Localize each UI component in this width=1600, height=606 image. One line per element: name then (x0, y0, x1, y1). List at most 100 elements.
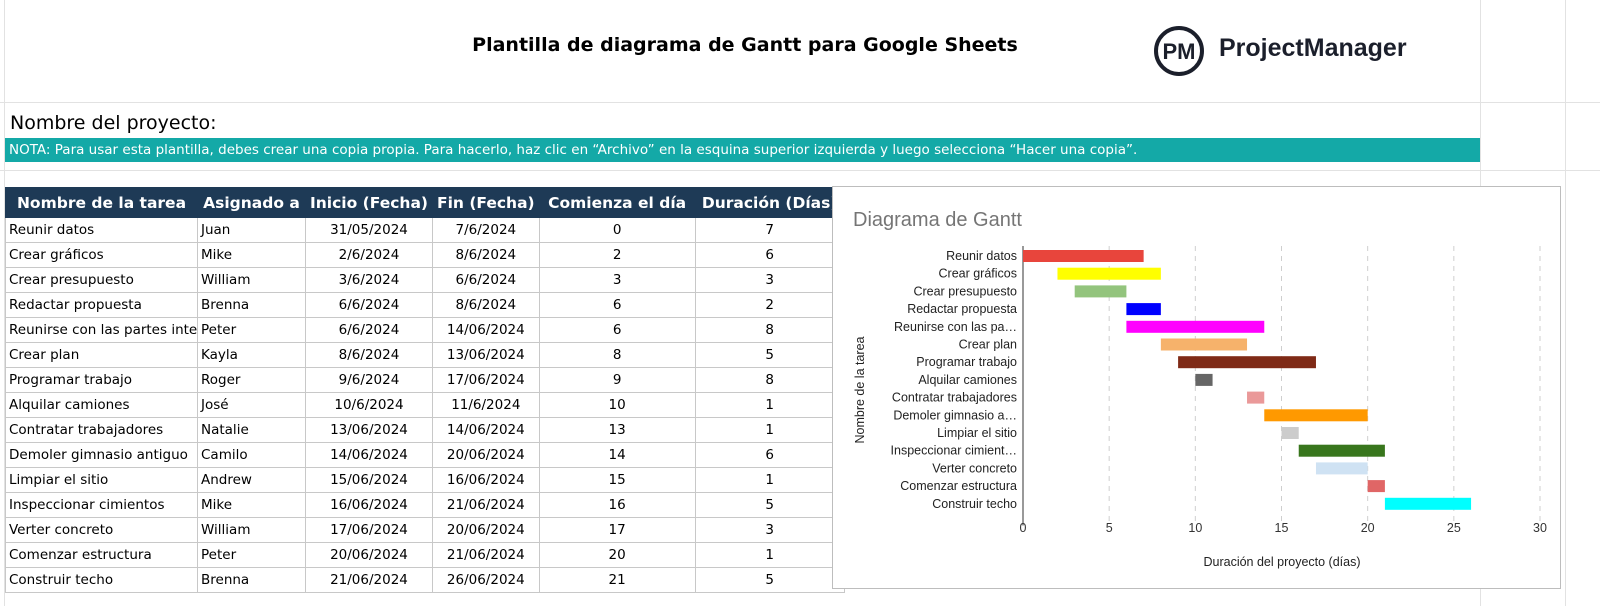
table-cell: 8 (538, 342, 696, 368)
table-cell: 7 (694, 217, 845, 243)
gantt-bar (1057, 267, 1161, 280)
table-cell: 0 (538, 217, 696, 243)
table-row: Programar trabajo Roger 9/6/2024 17/06/2024… (5, 367, 845, 393)
table-cell: 20/06/2024 (305, 542, 433, 568)
table-cell: Mike (197, 242, 306, 268)
table-row: Alquilar camiones José 10/6/2024 11/6/2024 1… (5, 392, 845, 418)
table-cell: 8 (694, 367, 845, 393)
table-cell: 14 (538, 442, 696, 468)
table-cell: 20/06/2024 (431, 442, 540, 468)
table-cell: 1 (694, 467, 845, 493)
table-cell: Camilo (197, 442, 306, 468)
table-cell: 15 (538, 467, 696, 493)
column-header: Comienza el día (538, 187, 696, 218)
x-tick-label: 20 (1361, 521, 1375, 535)
header-row: Nombre de la tarea Asignado a Inicio (Fech… (5, 187, 845, 218)
table-cell: 8/6/2024 (305, 342, 433, 368)
gantt-bar (1160, 338, 1248, 351)
table-row: Crear gráficos Mike 2/6/2024 8/6/2024 2 6 (5, 242, 845, 268)
logo-mark: PM (1163, 39, 1196, 64)
table-cell: 6/6/2024 (305, 317, 433, 343)
y-tick-label: Demoler gimnasio a… (893, 408, 1017, 422)
y-tick-label: Redactar propuesta (907, 302, 1017, 316)
gantt-bar (1126, 320, 1265, 333)
table-cell: 21/06/2024 (431, 542, 540, 568)
table-cell: Limpiar el sitio (5, 467, 198, 493)
table-cell: 6/6/2024 (431, 267, 540, 293)
table-cell: 6/6/2024 (305, 292, 433, 318)
table-cell: 26/06/2024 (431, 567, 540, 593)
table-cell: 17/06/2024 (431, 367, 540, 393)
table-cell: Alquilar camiones (5, 392, 198, 418)
gantt-bar (1384, 497, 1472, 510)
x-tick-label: 25 (1447, 521, 1461, 535)
table-cell: 13 (538, 417, 696, 443)
y-tick-label: Programar trabajo (916, 355, 1017, 369)
table-row: Contratar trabajadores Natalie 13/06/2024 1… (5, 417, 845, 443)
gantt-bar (1178, 356, 1316, 369)
table-cell: 3 (538, 267, 696, 293)
gantt-bar (1023, 250, 1144, 262)
table-cell: 2/6/2024 (305, 242, 433, 268)
task-table: Nombre de la tarea Asignado a Inicio (Fech… (5, 187, 845, 593)
table-row: Reunir datos Juan 31/05/2024 7/6/2024 0 7 (5, 217, 845, 243)
table-cell: Contratar trabajadores (5, 417, 198, 443)
logo: PM ProjectManager (1154, 26, 1407, 76)
table-cell: Roger (197, 367, 306, 393)
table-cell: 16/06/2024 (305, 492, 433, 518)
table-cell: Programar trabajo (5, 367, 198, 393)
table-cell: Inspeccionar cimientos (5, 492, 198, 518)
table-cell: 7/6/2024 (431, 217, 540, 243)
gantt-bar (1074, 285, 1127, 298)
table-cell: 9 (538, 367, 696, 393)
gantt-chart: Diagrama de Gantt Duración del proyecto … (832, 186, 1561, 589)
y-tick-label: Inspeccionar cimient… (891, 444, 1017, 458)
table-row: Redactar propuesta Brenna 6/6/2024 8/6/2024… (5, 292, 845, 318)
project-label: Nombre del proyecto: (10, 112, 217, 134)
table-cell: 5 (694, 567, 845, 593)
table-cell: Crear presupuesto (5, 267, 198, 293)
table-cell: 3 (694, 517, 845, 543)
table-row: Reunirse con las partes intere Peter 6/6/2… (5, 317, 845, 343)
table-cell: 5 (694, 492, 845, 518)
gantt-bar (1315, 462, 1368, 475)
x-tick-label: 30 (1533, 521, 1547, 535)
table-cell: Crear gráficos (5, 242, 198, 268)
y-tick-label: Limpiar el sitio (937, 426, 1017, 440)
table-cell: 10/6/2024 (305, 392, 433, 418)
table-row: Demoler gimnasio antiguo Camilo 14/06/2024… (5, 442, 845, 468)
table-cell: 1 (694, 417, 845, 443)
table-cell: 3/6/2024 (305, 267, 433, 293)
sheet-title: Plantilla de diagrama de Gantt para Goog… (472, 34, 1018, 56)
table-cell: 6 (538, 317, 696, 343)
cell-border (4, 0, 5, 606)
table-cell: 16/06/2024 (431, 467, 540, 493)
table-cell: William (197, 517, 306, 543)
gantt-bar (1264, 409, 1368, 422)
table-cell: 20/06/2024 (431, 517, 540, 543)
table-cell: 6 (538, 292, 696, 318)
table-cell: 1 (694, 392, 845, 418)
table-cell: 21/06/2024 (431, 492, 540, 518)
table-cell: Demoler gimnasio antiguo (5, 442, 198, 468)
note: NOTA: Para usar esta plantilla, debes cr… (5, 138, 1480, 162)
y-tick-label: Construir techo (932, 497, 1017, 511)
table-row: Inspeccionar cimientos Mike 16/06/2024 21/0… (5, 492, 845, 518)
table-cell: Natalie (197, 417, 306, 443)
y-tick-label: Crear gráficos (939, 267, 1018, 281)
table-cell: 2 (694, 292, 845, 318)
table-cell: Juan (197, 217, 306, 243)
table-row: Verter concreto William 17/06/2024 20/06/20… (5, 517, 845, 543)
table-cell: Verter concreto (5, 517, 198, 543)
table-cell: 11/6/2024 (431, 392, 540, 418)
table-cell: Andrew (197, 467, 306, 493)
gantt-bar (1247, 391, 1265, 404)
table-cell: Reunirse con las partes intere (5, 317, 198, 343)
table-cell: 14/06/2024 (431, 417, 540, 443)
table-cell: 17 (538, 517, 696, 543)
table-cell: Brenna (197, 292, 306, 318)
table-cell: Comenzar estructura (5, 542, 198, 568)
x-tick-label: 0 (1020, 521, 1027, 535)
table-cell: 2 (538, 242, 696, 268)
